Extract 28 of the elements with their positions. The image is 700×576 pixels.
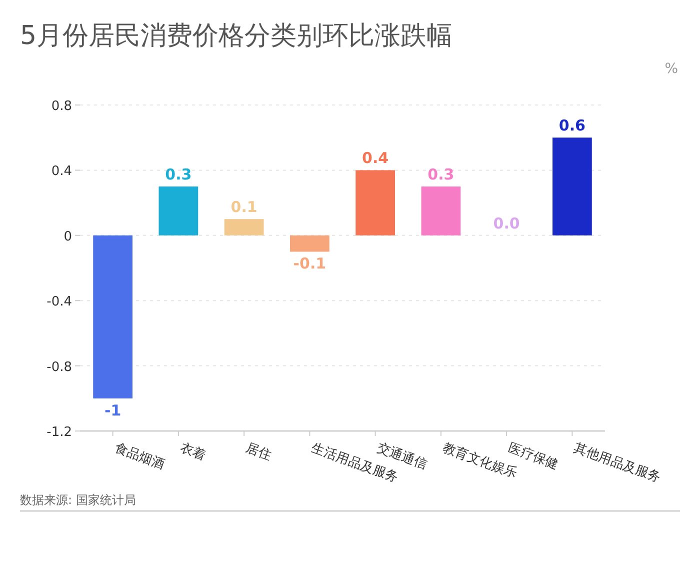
chart-title: 5月份居民消费价格分类别环比涨跌幅 bbox=[20, 21, 453, 51]
y-tick-label: -0.8 bbox=[46, 360, 72, 375]
y-tick-label: -1.2 bbox=[46, 425, 72, 440]
data-label: 0.3 bbox=[165, 166, 192, 184]
data-label: -1 bbox=[104, 401, 122, 420]
bar bbox=[421, 186, 461, 236]
bar bbox=[224, 219, 264, 236]
bar bbox=[356, 170, 395, 236]
bar bbox=[552, 138, 592, 236]
x-tick-label: 衣着 bbox=[178, 440, 208, 464]
x-tick-label: 其他用品及服务 bbox=[572, 440, 662, 486]
data-label: 0.3 bbox=[428, 166, 454, 184]
data-label: -0.1 bbox=[293, 254, 326, 273]
x-tick-label: 居住 bbox=[244, 440, 274, 464]
y-tick-label: 0.8 bbox=[51, 99, 72, 114]
data-label: 0.1 bbox=[230, 198, 258, 216]
bar bbox=[158, 186, 198, 236]
bar bbox=[93, 235, 132, 398]
data-label: 0.0 bbox=[493, 214, 520, 232]
data-label: 0.6 bbox=[558, 116, 586, 135]
source-note: 数据来源: 国家统计局 bbox=[20, 493, 136, 507]
bar bbox=[290, 235, 330, 252]
y-tick-label: 0.4 bbox=[51, 164, 72, 180]
y-axis-title: % bbox=[664, 61, 678, 77]
y-tick-label: -0.4 bbox=[46, 294, 72, 310]
data-label: 0.4 bbox=[362, 149, 389, 168]
x-tick-label: 食品烟酒 bbox=[112, 440, 166, 473]
y-tick-label: 0 bbox=[64, 229, 72, 244]
